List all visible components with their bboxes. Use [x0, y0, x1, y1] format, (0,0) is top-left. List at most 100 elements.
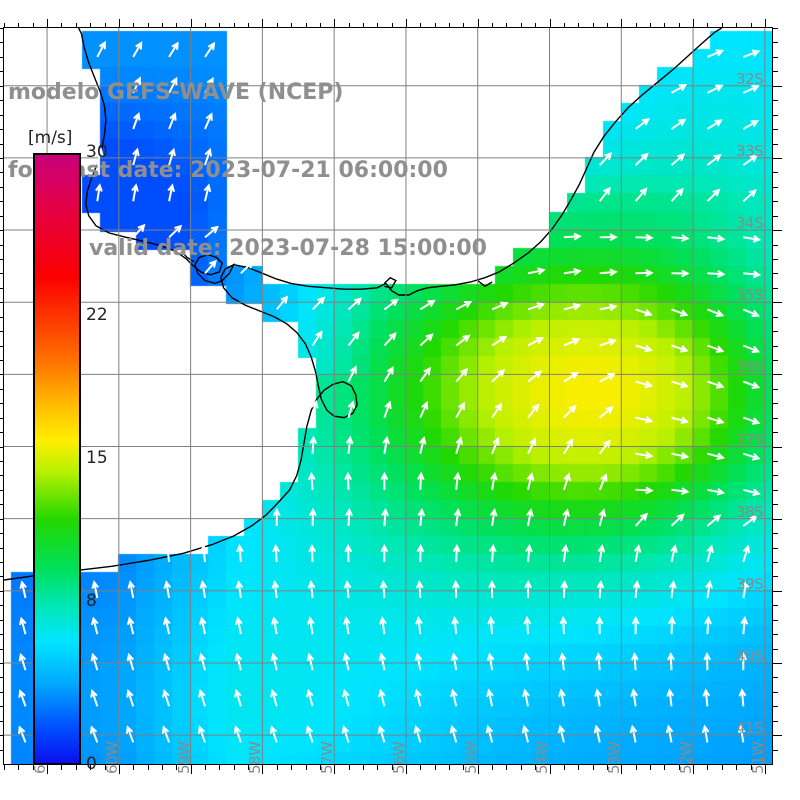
latitude-label: 33S [736, 141, 764, 160]
minor-tick [563, 765, 565, 770]
minor-tick [773, 331, 778, 333]
longitude-label: 59W [174, 741, 193, 774]
longitude-label: 56W [389, 741, 408, 774]
minor-tick [233, 765, 235, 770]
minor-tick [773, 244, 778, 246]
minor-tick [773, 316, 778, 318]
colorbar-tick-label: 22 [86, 305, 108, 326]
latitude-label: 39S [736, 574, 764, 593]
major-tick [773, 230, 782, 231]
colorbar [33, 153, 81, 765]
minor-tick [773, 28, 778, 29]
minor-tick [492, 765, 494, 770]
minor-tick [773, 691, 778, 693]
minor-tick [773, 460, 778, 462]
minor-tick [773, 475, 778, 477]
minor-tick [650, 765, 651, 770]
minor-tick [721, 765, 723, 770]
minor-tick [773, 562, 778, 563]
longitude-label: 58W [246, 741, 265, 774]
minor-tick [276, 765, 278, 770]
minor-tick [773, 345, 778, 347]
colorbar-tick-label: 8 [86, 590, 97, 611]
minor-tick [773, 417, 778, 419]
minor-tick [707, 765, 709, 770]
latitude-label: 38S [736, 502, 764, 521]
major-tick [773, 735, 782, 737]
latitude-label: 40S [736, 646, 764, 665]
colorbar-gradient [33, 153, 81, 765]
minor-tick [773, 100, 778, 102]
minor-tick [773, 547, 778, 549]
major-tick [773, 157, 782, 159]
minor-tick [773, 71, 778, 73]
minor-tick [4, 765, 5, 770]
minor-tick [420, 765, 422, 770]
minor-tick [61, 765, 63, 770]
major-tick [773, 590, 782, 592]
minor-tick [520, 765, 522, 770]
minor-tick [348, 765, 350, 770]
minor-tick [773, 186, 778, 188]
minor-tick [305, 765, 307, 770]
minor-tick [773, 114, 778, 116]
minor-tick [773, 619, 778, 621]
minor-tick [449, 765, 450, 770]
minor-tick [773, 129, 778, 130]
minor-tick [291, 765, 293, 770]
minor-tick [219, 765, 221, 770]
minor-tick [147, 765, 149, 770]
minor-tick [133, 765, 135, 770]
latitude-label: 32S [736, 69, 764, 88]
minor-tick [434, 765, 436, 770]
longitude-label: 53W [605, 741, 624, 774]
latitude-label: 37S [736, 430, 764, 449]
minor-tick [773, 215, 778, 217]
minor-tick [773, 533, 778, 535]
minor-tick [773, 201, 778, 203]
major-tick [773, 302, 782, 304]
minor-tick [773, 720, 778, 722]
major-tick [773, 374, 782, 376]
longitude-label: 57W [318, 741, 337, 774]
minor-tick [773, 605, 778, 607]
minor-tick [161, 765, 163, 770]
minor-tick [773, 172, 778, 174]
longitude-label: 51W [748, 741, 767, 774]
latitude-label: 34S [736, 214, 764, 233]
longitude-label: 54W [533, 741, 552, 774]
minor-tick [506, 765, 508, 770]
minor-tick [773, 42, 778, 44]
minor-tick [773, 648, 778, 650]
minor-tick [18, 765, 20, 770]
figure-title-block: modelo GEFS-WAVE (NCEP) forecast date: 2… [8, 28, 528, 314]
minor-tick [773, 634, 778, 636]
major-tick [773, 85, 782, 87]
minor-tick [773, 576, 778, 578]
minor-tick [773, 489, 778, 491]
minor-tick [773, 706, 778, 708]
minor-tick [773, 143, 778, 145]
longitude-label: 60W [102, 741, 121, 774]
minor-tick [773, 749, 778, 751]
minor-tick [635, 765, 637, 770]
minor-tick [773, 403, 778, 405]
minor-tick [592, 765, 594, 770]
major-tick [773, 446, 782, 448]
latitude-label: 35S [736, 286, 764, 305]
minor-tick [773, 287, 778, 289]
minor-tick [773, 388, 778, 390]
minor-tick [664, 765, 666, 770]
minor-tick [362, 765, 364, 770]
latitude-label: 36S [736, 358, 764, 377]
longitude-label: 52W [677, 741, 696, 774]
minor-tick [75, 765, 77, 770]
colorbar-tick-label: 0 [86, 754, 97, 774]
model-name-line: modelo GEFS-WAVE (NCEP) [8, 80, 344, 105]
minor-tick [205, 765, 206, 770]
minor-tick [736, 765, 738, 770]
minor-tick [773, 677, 778, 679]
valid-date-line: valid date: 2023-07-28 15:00:00 [89, 236, 487, 261]
major-tick [773, 518, 782, 520]
axis-ticks-right [773, 28, 783, 764]
